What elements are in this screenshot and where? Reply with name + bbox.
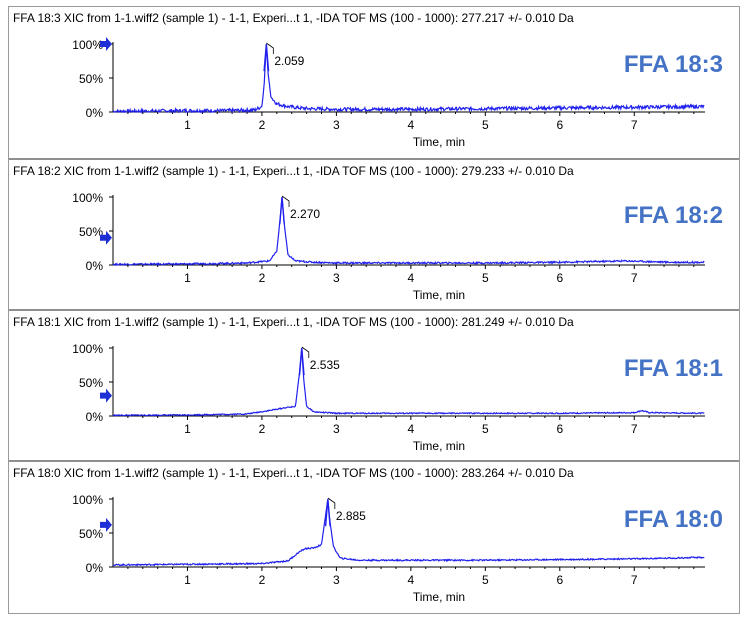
marker-arrow-icon (100, 388, 112, 403)
xic-plot[interactable]: 0% 50% 100% 1 2 3 4 5 6 7 Time, min 2.059 (9, 7, 739, 157)
marker-arrow-icon (100, 517, 112, 532)
xic-trace (112, 45, 705, 115)
x-tick-label: 3 (333, 422, 340, 436)
x-tick-label: 4 (408, 573, 415, 587)
peak-label: 2.059 (274, 54, 304, 68)
x-tick-label: 2 (259, 118, 266, 132)
xic-plot[interactable]: 0% 50% 100% 1 2 3 4 5 6 7 Time, min 2.535 (9, 311, 739, 459)
x-tick-label: 1 (184, 573, 191, 587)
compound-tag: FFA 18:0 (623, 506, 723, 533)
x-tick-label: 5 (482, 118, 489, 132)
x-tick-label: 4 (408, 271, 415, 285)
x-tick-label: 6 (556, 573, 563, 587)
peak-label: 2.270 (290, 207, 320, 221)
xic-peak-apex (298, 347, 305, 376)
y-tick-label: 0% (86, 259, 104, 273)
x-tick-label: 6 (556, 118, 563, 132)
x-tick-label: 2 (259, 271, 266, 285)
y-tick-label: 100% (72, 342, 103, 356)
xic-plot[interactable]: 0% 50% 100% 1 2 3 4 5 6 7 Time, min 2.270 (9, 160, 739, 308)
chart-panel-ffa-18-0: FFA 18:0 XIC from 1-1.wiff2 (sample 1) -… (9, 460, 739, 610)
x-tick-label: 4 (408, 118, 415, 132)
x-tick-label: 2 (259, 573, 266, 587)
x-tick-label: 5 (482, 271, 489, 285)
peak-leader (327, 497, 336, 509)
y-tick-label: 0% (86, 410, 104, 424)
x-axis-label: Time, min (413, 590, 465, 604)
x-tick-label: 5 (482, 422, 489, 436)
xic-peak-apex (279, 196, 285, 225)
xic-chart-window: FFA 18:3 XIC from 1-1.wiff2 (sample 1) -… (8, 6, 740, 614)
chart-panel-ffa-18-3: FFA 18:3 XIC from 1-1.wiff2 (sample 1) -… (9, 7, 739, 155)
chart-title: FFA 18:3 XIC from 1-1.wiff2 (sample 1) -… (13, 11, 574, 25)
y-tick-label: 50% (79, 225, 103, 239)
xic-trace (112, 501, 705, 567)
y-tick-label: 0% (86, 106, 104, 120)
x-tick-label: 2 (259, 422, 266, 436)
compound-tag: FFA 18:1 (623, 355, 723, 382)
x-axis-label: Time, min (413, 288, 465, 302)
chart-panel-ffa-18-2: FFA 18:2 XIC from 1-1.wiff2 (sample 1) -… (9, 158, 739, 308)
y-tick-label: 50% (79, 376, 103, 390)
peak-label: 2.885 (336, 509, 366, 523)
peak-leader (266, 42, 274, 54)
xic-peak-apex (263, 43, 270, 72)
x-tick-label: 6 (556, 422, 563, 436)
peak-leader (281, 195, 290, 207)
y-tick-label: 50% (79, 72, 103, 86)
x-tick-label: 5 (482, 573, 489, 587)
compound-tag: FFA 18:3 (623, 51, 723, 78)
x-tick-label: 6 (556, 271, 563, 285)
x-tick-label: 7 (631, 422, 638, 436)
peak-leader (301, 346, 310, 358)
y-tick-label: 100% (72, 38, 103, 52)
x-tick-label: 4 (408, 422, 415, 436)
peak-label: 2.535 (310, 358, 340, 372)
chart-panel-ffa-18-1: FFA 18:1 XIC from 1-1.wiff2 (sample 1) -… (9, 309, 739, 459)
xic-peak-apex (324, 498, 331, 527)
marker-arrow-icon (100, 230, 112, 245)
marker-arrow-icon (100, 37, 112, 51)
xic-trace (112, 197, 705, 267)
chart-title: FFA 18:2 XIC from 1-1.wiff2 (sample 1) -… (13, 164, 574, 178)
y-tick-label: 50% (79, 527, 103, 541)
x-tick-label: 3 (333, 271, 340, 285)
chart-title: FFA 18:1 XIC from 1-1.wiff2 (sample 1) -… (13, 315, 574, 329)
compound-tag: FFA 18:2 (623, 202, 723, 229)
x-axis-label: Time, min (413, 135, 465, 149)
x-tick-label: 7 (631, 573, 638, 587)
xic-trace (112, 348, 705, 417)
xic-plot[interactable]: 0% 50% 100% 1 2 3 4 5 6 7 Time, min 2.885 (9, 462, 739, 612)
chart-title: FFA 18:0 XIC from 1-1.wiff2 (sample 1) -… (13, 466, 574, 480)
x-tick-label: 7 (631, 271, 638, 285)
y-tick-label: 0% (86, 561, 104, 575)
x-tick-label: 1 (184, 118, 191, 132)
y-tick-label: 100% (72, 493, 103, 507)
y-tick-label: 100% (72, 191, 103, 205)
x-tick-label: 3 (333, 118, 340, 132)
x-tick-label: 1 (184, 422, 191, 436)
x-tick-label: 3 (333, 573, 340, 587)
x-axis-label: Time, min (413, 439, 465, 453)
x-tick-label: 1 (184, 271, 191, 285)
x-tick-label: 7 (631, 118, 638, 132)
